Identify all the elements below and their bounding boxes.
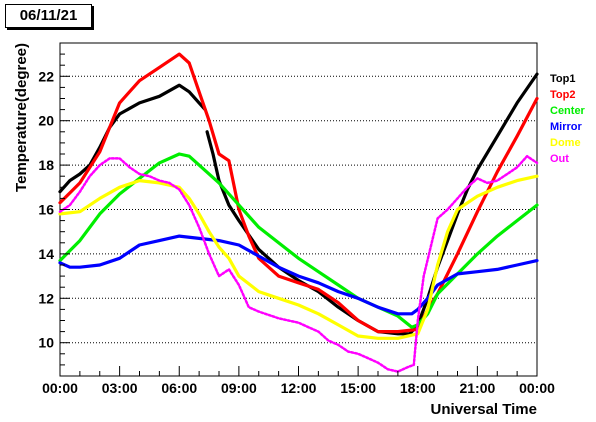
- legend-item-dome: Dome: [550, 137, 581, 149]
- y-tick-label: 12: [38, 290, 54, 306]
- x-axis-title: Universal Time: [431, 401, 537, 418]
- legend: Top1 Top2 Center Mirror Dome Out: [550, 73, 586, 165]
- legend-item-top1: Top1: [550, 73, 575, 85]
- legend-item-out: Out: [550, 153, 569, 165]
- axes: 10 12 14 16 18 20 22 00:00 03:00 06:00 09:00 12:00 1…: [38, 42, 555, 396]
- legend-item-center: Center: [550, 105, 586, 117]
- series-lines: [58, 52, 539, 373]
- series-line-top1: [58, 83, 207, 194]
- x-tick-label: 18:00: [400, 380, 436, 396]
- x-tick-label: 21:00: [459, 380, 495, 396]
- y-tick-label: 18: [38, 157, 54, 173]
- x-tick-label: 00:00: [42, 380, 78, 396]
- x-tick-label: 09:00: [221, 380, 257, 396]
- x-tick-label: 12:00: [281, 380, 317, 396]
- chart-title: 06/11/21: [5, 4, 92, 28]
- x-tick-label: 03:00: [102, 380, 138, 396]
- x-tick-label: 00:00: [519, 380, 555, 396]
- series-line-top1: [205, 72, 539, 336]
- x-tick-label: 15:00: [340, 380, 376, 396]
- series-line-mirror: [58, 234, 539, 316]
- y-tick-label: 20: [38, 113, 54, 129]
- y-tick-label: 22: [38, 68, 54, 84]
- y-axis-title: Temperature(degree): [13, 43, 30, 192]
- grid-lines: [60, 75, 537, 344]
- x-tick-label: 06:00: [161, 380, 197, 396]
- series-line-dome: [58, 174, 539, 340]
- series-line-top2: [58, 52, 539, 334]
- series-line-out: [58, 154, 539, 373]
- y-tick-label: 10: [38, 335, 54, 351]
- series-line-center: [58, 152, 539, 329]
- legend-item-top2: Top2: [550, 89, 575, 101]
- y-tick-label: 16: [38, 202, 54, 218]
- y-tick-label: 14: [38, 246, 54, 262]
- legend-item-mirror: Mirror: [550, 121, 583, 133]
